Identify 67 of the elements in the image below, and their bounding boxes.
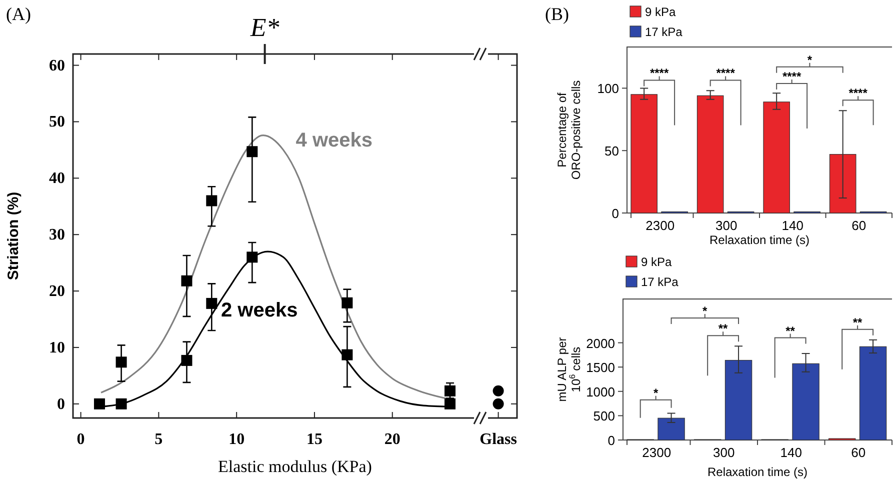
- x-tick-label: Glass: [480, 431, 517, 448]
- y-tick-label: 30: [49, 226, 65, 244]
- point: [342, 297, 353, 308]
- y-axis-title: Striation (%): [5, 192, 22, 280]
- x-tick-label: 2300: [646, 218, 675, 233]
- legend-label: 17 kPa: [641, 275, 679, 289]
- x-axis-title: Relaxation time (s): [707, 465, 808, 479]
- x-tick-label: 300: [716, 218, 738, 233]
- y-tick-label: 0: [57, 396, 65, 413]
- point: [116, 356, 127, 368]
- point: [342, 349, 353, 360]
- annotation: ****: [650, 66, 669, 80]
- y-tick-label: 60: [49, 57, 65, 74]
- x-tick-label: 2300: [642, 445, 672, 460]
- x-tick-label: 140: [780, 445, 802, 460]
- y-tick-label: 2000: [586, 336, 615, 351]
- y-tick-label: 1000: [586, 384, 615, 400]
- annotation: ****: [716, 66, 736, 80]
- annotation: **: [718, 322, 728, 336]
- legend-label: 9 kPa: [641, 255, 672, 269]
- point: [181, 275, 192, 286]
- point: [94, 398, 105, 410]
- x-tick-label: 300: [713, 445, 735, 460]
- annotation: *: [807, 52, 812, 67]
- point: [246, 252, 258, 263]
- point: [206, 298, 218, 309]
- point: [206, 195, 218, 206]
- x-tick-label: 5: [154, 431, 163, 448]
- legend-label: 17 kPa: [645, 25, 683, 39]
- point: [116, 398, 127, 410]
- x-tick-label: 15: [306, 431, 322, 448]
- x-axis-title: Elastic modulus (KPa): [218, 457, 372, 476]
- point: [246, 146, 258, 158]
- y-tick-label: 50: [49, 114, 65, 131]
- x-tick-label: 20: [384, 431, 400, 448]
- annotation: ****: [782, 70, 802, 84]
- x-tick-label: 140: [782, 218, 804, 233]
- point: [444, 385, 456, 396]
- point: [181, 354, 192, 366]
- annotation: **: [786, 324, 796, 338]
- point: [492, 385, 504, 396]
- x-tick-label: 60: [852, 218, 866, 233]
- annotation: *: [653, 386, 658, 400]
- y-tick-label: 100: [597, 81, 619, 96]
- text: E*: [249, 13, 280, 42]
- y-tick-label: 10: [49, 339, 65, 356]
- y-tick-label: 0: [612, 206, 619, 221]
- y-tick-label: 20: [49, 283, 65, 300]
- chart-title: (B): [545, 4, 569, 24]
- series-label: 2 weeks: [221, 299, 298, 322]
- x-tick-label: 10: [228, 431, 245, 448]
- x-tick-label: 0: [76, 431, 85, 448]
- annotation: **: [852, 315, 863, 330]
- y-tick-label: 1500: [586, 360, 615, 376]
- annotation: ****: [848, 86, 868, 100]
- point: [492, 398, 504, 410]
- point: [444, 398, 456, 410]
- y-axis-title: Percentage of ORO-positive cells: [555, 80, 583, 180]
- y-tick-label: 40: [49, 170, 65, 188]
- chart-title: (A): [6, 4, 31, 24]
- legend-label: 9 kPa: [645, 5, 676, 19]
- y-tick-label: 50: [604, 144, 619, 159]
- y-tick-label: 500: [593, 408, 615, 424]
- series-label: 4 weeks: [296, 130, 373, 152]
- x-axis-title: Relaxation time (s): [709, 233, 810, 247]
- annotation: *: [702, 304, 708, 318]
- x-tick-label: 60: [851, 445, 866, 460]
